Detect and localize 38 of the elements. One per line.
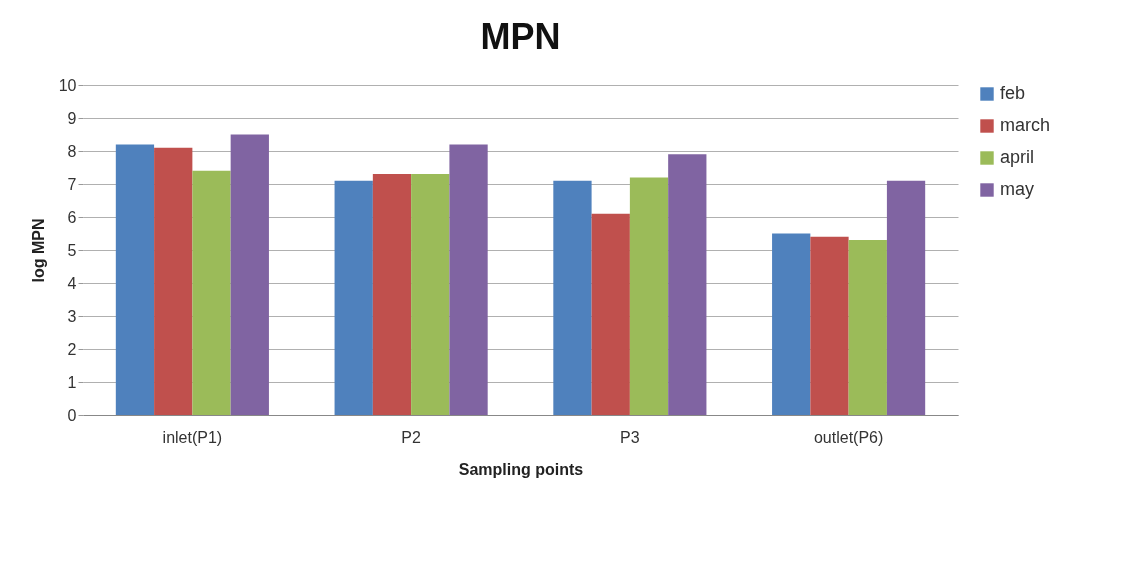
- y-tick-label: 4: [67, 274, 77, 292]
- y-axis-title: log MPN: [29, 218, 47, 283]
- bar: [154, 147, 193, 415]
- x-tick-label: P3: [620, 428, 640, 446]
- bar: [886, 180, 926, 415]
- bar: [772, 233, 811, 415]
- y-tick-label: 3: [67, 307, 77, 325]
- y-tick-label: 7: [67, 175, 77, 193]
- legend-label: may: [1000, 179, 1035, 199]
- x-tick-label: outlet(P6): [813, 428, 884, 446]
- legend-label: feb: [1000, 83, 1026, 103]
- y-tick-label: 5: [67, 241, 77, 259]
- y-tick-label: 8: [67, 142, 77, 160]
- chart-title: MPN: [480, 16, 561, 57]
- y-tick-label: 2: [67, 340, 77, 358]
- bar: [449, 144, 488, 415]
- bar: [192, 170, 231, 415]
- bar: [230, 134, 269, 415]
- bar: [553, 180, 592, 415]
- legend-label: april: [1000, 147, 1035, 167]
- x-tick-label: inlet(P1): [162, 428, 223, 446]
- y-tick-label: 1: [67, 373, 77, 391]
- bar: [372, 174, 412, 415]
- x-tick-label: P2: [401, 428, 422, 446]
- bar: [115, 144, 155, 415]
- bar: [810, 236, 849, 415]
- legend-label: march: [1000, 115, 1051, 135]
- bar: [334, 180, 373, 415]
- bar: [848, 240, 887, 415]
- y-tick-label: 10: [58, 76, 77, 94]
- bar: [411, 174, 450, 415]
- bar: [591, 213, 630, 415]
- bar: [629, 177, 669, 415]
- y-tick-label: 0: [67, 406, 77, 424]
- y-tick-label: 9: [67, 109, 77, 127]
- y-tick-label: 6: [67, 208, 77, 226]
- bar: [668, 154, 707, 415]
- x-axis-title: Sampling points: [458, 460, 584, 478]
